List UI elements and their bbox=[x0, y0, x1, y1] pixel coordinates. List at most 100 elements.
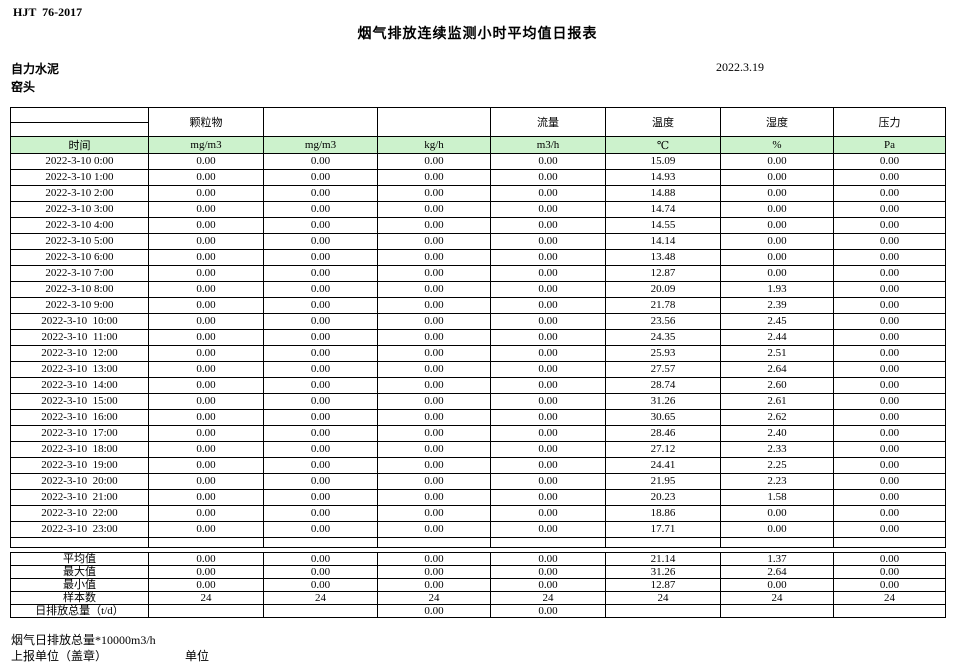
report-date: 2022.3.19 bbox=[716, 60, 764, 74]
value-cell: 0.00 bbox=[377, 329, 491, 346]
value-cell: 0.00 bbox=[148, 201, 264, 218]
value-cell: 0.00 bbox=[263, 217, 378, 234]
data-row: 2022-3-10 22:00 0.00 0.00 0.00 0.00 18.86 0.00… bbox=[10, 505, 946, 522]
time-cell: 2022-3-10 21:00 bbox=[10, 489, 149, 506]
unit-label: 单位 bbox=[185, 649, 210, 663]
value-cell: 2.25 bbox=[720, 457, 834, 474]
value-cell: 0.00 bbox=[148, 425, 264, 442]
value-cell: 20.23 bbox=[605, 489, 721, 506]
group-header-humidity: 湿度 bbox=[720, 107, 834, 137]
value-cell: 0.00 bbox=[833, 473, 946, 490]
value-cell: 2.45 bbox=[720, 313, 834, 330]
value-cell: 0.00 bbox=[263, 489, 378, 506]
value-cell: 0.00 bbox=[377, 297, 491, 314]
group-header-empty-1 bbox=[263, 107, 378, 137]
data-row: 2022-3-10 12:00 0.00 0.00 0.00 0.00 25.93 2.51… bbox=[10, 345, 946, 362]
summary-value-cell: 0.00 bbox=[263, 578, 378, 592]
time-cell: 2022-3-10 10:00 bbox=[10, 313, 149, 330]
time-cell: 2022-3-10 12:00 bbox=[10, 345, 149, 362]
summary-value-cell: 24 bbox=[377, 591, 491, 605]
empty-cell bbox=[10, 537, 149, 548]
value-cell: 0.00 bbox=[490, 409, 606, 426]
value-cell: 21.78 bbox=[605, 297, 721, 314]
value-cell: 0.00 bbox=[263, 393, 378, 410]
summary-value-cell: 0.00 bbox=[377, 604, 491, 618]
value-cell: 0.00 bbox=[377, 457, 491, 474]
value-cell: 24.35 bbox=[605, 329, 721, 346]
data-row: 2022-3-10 5:00 0.00 0.00 0.00 0.00 14.14 0.00 0… bbox=[10, 233, 946, 250]
value-cell: 0.00 bbox=[263, 505, 378, 522]
value-cell: 0.00 bbox=[148, 505, 264, 522]
time-cell: 2022-3-10 5:00 bbox=[10, 233, 149, 250]
value-cell: 0.00 bbox=[377, 217, 491, 234]
value-cell: 0.00 bbox=[833, 169, 946, 186]
units-row: 时间 mg/m3 mg/m3 kg/h m3/h ℃ % Pa bbox=[10, 136, 946, 154]
value-cell: 0.00 bbox=[490, 329, 606, 346]
value-cell: 14.93 bbox=[605, 169, 721, 186]
data-row: 2022-3-10 21:00 0.00 0.00 0.00 0.00 20.23 1.58… bbox=[10, 489, 946, 506]
value-cell: 0.00 bbox=[148, 441, 264, 458]
value-cell: 0.00 bbox=[720, 185, 834, 202]
data-row: 2022-3-10 3:00 0.00 0.00 0.00 0.00 14.74 0.00 0… bbox=[10, 201, 946, 218]
value-cell: 0.00 bbox=[148, 265, 264, 282]
value-cell: 0.00 bbox=[833, 521, 946, 538]
summary-value-cell bbox=[148, 604, 264, 618]
value-cell: 2.61 bbox=[720, 393, 834, 410]
value-cell: 0.00 bbox=[263, 377, 378, 394]
value-cell: 0.00 bbox=[377, 201, 491, 218]
time-cell: 2022-3-10 19:00 bbox=[10, 457, 149, 474]
data-row: 2022-3-10 7:00 0.00 0.00 0.00 0.00 12.87 0.00 0… bbox=[10, 265, 946, 282]
time-cell: 2022-3-10 15:00 bbox=[10, 393, 149, 410]
time-cell: 2022-3-10 1:00 bbox=[10, 169, 149, 186]
value-cell: 0.00 bbox=[490, 297, 606, 314]
value-cell: 0.00 bbox=[263, 425, 378, 442]
standard-code: HJT 76-2017 bbox=[13, 5, 83, 19]
corner-cell-bottom bbox=[10, 122, 149, 137]
value-cell: 25.93 bbox=[605, 345, 721, 362]
value-cell: 0.00 bbox=[833, 297, 946, 314]
summary-value-cell bbox=[605, 604, 721, 618]
time-cell: 2022-3-10 4:00 bbox=[10, 217, 149, 234]
summary-row: 日排放总量（t/d） 0.00 0.00 bbox=[10, 604, 946, 618]
value-cell: 0.00 bbox=[148, 457, 264, 474]
value-cell: 20.09 bbox=[605, 281, 721, 298]
spacer-row bbox=[10, 537, 946, 548]
value-cell: 0.00 bbox=[263, 441, 378, 458]
time-cell: 2022-3-10 17:00 bbox=[10, 425, 149, 442]
value-cell: 0.00 bbox=[148, 281, 264, 298]
time-cell: 2022-3-10 22:00 bbox=[10, 505, 149, 522]
value-cell: 0.00 bbox=[377, 505, 491, 522]
value-cell: 0.00 bbox=[263, 313, 378, 330]
value-cell: 0.00 bbox=[833, 505, 946, 522]
summary-value-cell: 0.00 bbox=[490, 552, 606, 566]
value-cell: 0.00 bbox=[148, 473, 264, 490]
unit-percent: % bbox=[720, 136, 834, 154]
summary-label: 样本数 bbox=[10, 591, 149, 605]
value-cell: 0.00 bbox=[377, 153, 491, 170]
value-cell: 31.26 bbox=[605, 393, 721, 410]
report-table: 颗粒物 流量 温度 湿度 压力 时间 mg/m3 mg/m3 kg/h m3/h… bbox=[10, 107, 946, 548]
summary-value-cell: 2.64 bbox=[720, 565, 834, 579]
summary-label: 平均值 bbox=[10, 552, 149, 566]
summary-value-cell: 0.00 bbox=[263, 552, 378, 566]
value-cell: 14.14 bbox=[605, 233, 721, 250]
value-cell: 0.00 bbox=[833, 201, 946, 218]
summary-table: 平均值 0.00 0.00 0.00 0.00 21.14 1.37 0.00 最大值 0.00 0… bbox=[10, 552, 946, 618]
summary-value-cell: 0.00 bbox=[720, 578, 834, 592]
summary-value-cell: 0.00 bbox=[490, 578, 606, 592]
value-cell: 0.00 bbox=[263, 457, 378, 474]
data-row: 2022-3-10 6:00 0.00 0.00 0.00 0.00 13.48 0.00 0… bbox=[10, 249, 946, 266]
value-cell: 0.00 bbox=[148, 409, 264, 426]
corner-cell-top bbox=[10, 107, 149, 123]
value-cell: 0.00 bbox=[148, 489, 264, 506]
empty-cell bbox=[720, 537, 834, 548]
table-body: 2022-3-10 0:00 0.00 0.00 0.00 0.00 15.09 0.00 0… bbox=[10, 153, 946, 548]
summary-row: 最小值 0.00 0.00 0.00 0.00 12.87 0.00 0.00 bbox=[10, 578, 946, 592]
station-name: 窑头 bbox=[11, 80, 36, 94]
value-cell: 0.00 bbox=[148, 361, 264, 378]
time-cell: 2022-3-10 18:00 bbox=[10, 441, 149, 458]
value-cell: 0.00 bbox=[490, 265, 606, 282]
time-cell: 2022-3-10 7:00 bbox=[10, 265, 149, 282]
unit-m3-h: m3/h bbox=[490, 136, 606, 154]
summary-value-cell: 0.00 bbox=[377, 578, 491, 592]
